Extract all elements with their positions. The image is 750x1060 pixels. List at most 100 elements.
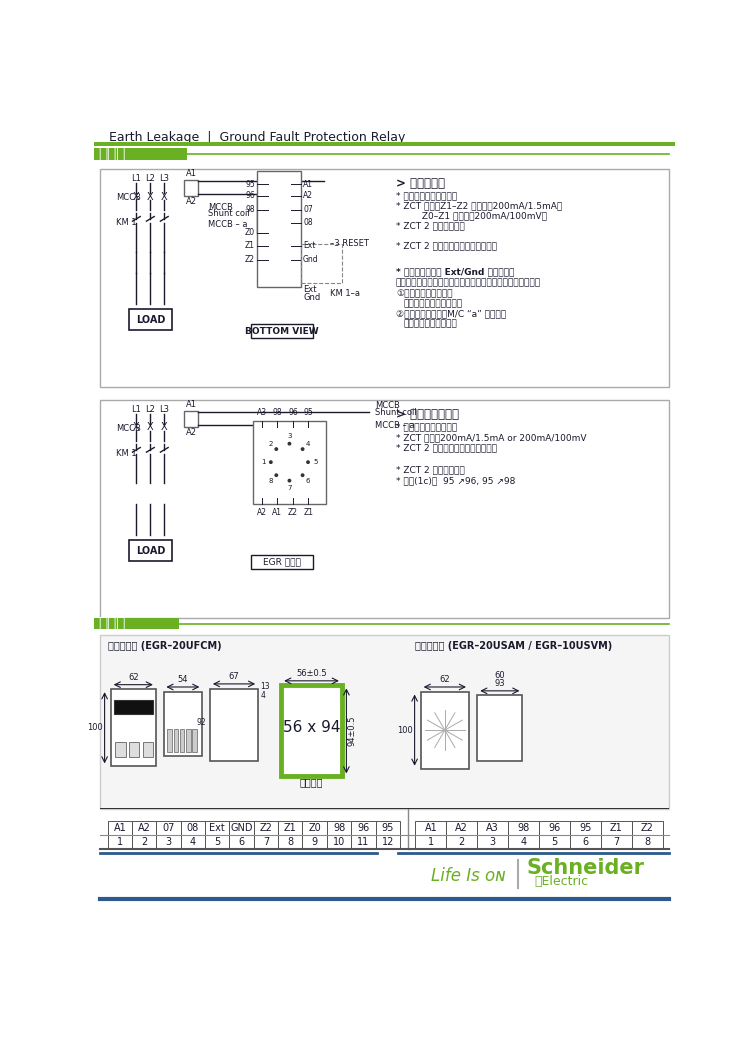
Text: 8: 8 — [268, 478, 273, 483]
Bar — [632, 822, 662, 835]
Text: 7: 7 — [613, 836, 620, 847]
Text: 60: 60 — [494, 671, 506, 681]
Bar — [539, 822, 570, 835]
Text: * ZCT 2 次側推荐使用屏蔽好的线缆: * ZCT 2 次側推荐使用屏蔽好的线缆 — [396, 242, 497, 250]
Text: MCCB: MCCB — [116, 424, 141, 434]
Text: MCCB – a: MCCB – a — [375, 421, 415, 429]
Text: X: X — [133, 423, 140, 432]
Text: 接线图: 接线图 — [98, 146, 126, 162]
Text: 7: 7 — [262, 836, 269, 847]
Text: Z2: Z2 — [640, 823, 653, 833]
Text: 5: 5 — [214, 836, 220, 847]
Bar — [173, 729, 178, 753]
Bar — [164, 691, 202, 756]
Bar — [601, 822, 632, 835]
Text: 11: 11 — [357, 836, 370, 847]
Text: Life Is ᴏɴ: Life Is ᴏɴ — [430, 867, 506, 885]
Text: Ext: Ext — [209, 823, 225, 833]
Bar — [94, 148, 187, 160]
Text: A2: A2 — [186, 197, 197, 207]
Bar — [632, 835, 662, 849]
Bar — [184, 180, 198, 196]
Text: 100: 100 — [398, 726, 413, 735]
Text: Schneider: Schneider — [526, 858, 644, 878]
Text: 4: 4 — [190, 836, 196, 847]
Text: A1: A1 — [272, 508, 283, 516]
Text: 2: 2 — [141, 836, 147, 847]
Text: A2: A2 — [138, 823, 151, 833]
Text: 8: 8 — [287, 836, 293, 847]
Text: 62: 62 — [128, 673, 139, 682]
Text: A1: A1 — [424, 823, 437, 833]
Text: KM 1: KM 1 — [116, 218, 136, 227]
Bar — [184, 411, 198, 427]
Text: * ZCT 2 次側推荐使用屏蔽好的线缆: * ZCT 2 次側推荐使用屏蔽好的线缆 — [396, 444, 497, 453]
Bar — [100, 635, 669, 809]
Text: L2: L2 — [146, 405, 155, 413]
Text: A2: A2 — [257, 508, 267, 516]
Text: MCCB: MCCB — [375, 402, 400, 410]
Bar — [302, 822, 327, 835]
Text: 3: 3 — [166, 836, 172, 847]
Text: A1: A1 — [186, 169, 197, 178]
Text: 开孔尺寸: 开孔尺寸 — [300, 778, 323, 788]
Bar — [167, 729, 172, 753]
Bar — [111, 689, 156, 766]
Text: A1: A1 — [186, 400, 197, 409]
Text: 2: 2 — [458, 836, 465, 847]
Text: KM 1–a: KM 1–a — [330, 288, 360, 298]
Bar — [256, 171, 302, 286]
Text: Z1: Z1 — [610, 823, 622, 833]
Bar — [416, 822, 446, 835]
Text: Earth Leakage  |  Ground Fault Protection Relay: Earth Leakage | Ground Fault Protection … — [110, 130, 406, 144]
Text: 13: 13 — [260, 682, 270, 690]
Text: X: X — [147, 192, 154, 201]
Text: 56±0.5: 56±0.5 — [296, 669, 327, 677]
Bar — [108, 822, 132, 835]
Text: * 嵌入式安装类型 Ext/Gnd 端子接线法: * 嵌入式安装类型 Ext/Gnd 端子接线法 — [396, 267, 514, 277]
Text: MCCB: MCCB — [116, 193, 141, 202]
Text: –3 RESET: –3 RESET — [330, 238, 369, 248]
Text: 92: 92 — [196, 718, 206, 727]
Text: 9: 9 — [311, 836, 318, 847]
Text: X: X — [161, 192, 167, 201]
Text: Z1: Z1 — [245, 242, 255, 250]
Text: L3: L3 — [159, 405, 170, 413]
Text: 继电器底座 (EGR–20USAM / EGR–10USVM): 继电器底座 (EGR–20USAM / EGR–10USVM) — [416, 641, 613, 651]
Bar — [210, 689, 258, 761]
Text: Z1: Z1 — [284, 823, 297, 833]
Text: 2: 2 — [268, 441, 273, 446]
Bar — [129, 308, 172, 331]
Text: BOTTOM VIEW: BOTTOM VIEW — [245, 326, 319, 336]
Bar — [100, 808, 669, 810]
Text: 3: 3 — [490, 836, 496, 847]
Text: 6: 6 — [306, 478, 310, 483]
Bar — [181, 835, 205, 849]
Text: 尺寸图: 尺寸图 — [98, 616, 126, 632]
Text: 1: 1 — [117, 836, 123, 847]
Text: 4: 4 — [520, 836, 526, 847]
Text: EGR 底视图: EGR 底视图 — [263, 558, 301, 567]
Text: 07: 07 — [163, 823, 175, 833]
Bar — [192, 729, 196, 753]
Text: X: X — [147, 423, 154, 432]
Text: Z0: Z0 — [244, 228, 255, 237]
Bar — [230, 835, 254, 849]
Text: Z2: Z2 — [288, 508, 298, 516]
Text: 95: 95 — [245, 180, 255, 189]
Text: L3: L3 — [159, 174, 170, 182]
Bar — [180, 729, 184, 753]
Bar — [539, 835, 570, 849]
Text: Z1: Z1 — [304, 508, 313, 516]
Bar — [570, 822, 601, 835]
Bar — [94, 142, 675, 146]
Bar — [302, 244, 342, 283]
Text: L1: L1 — [131, 174, 141, 182]
Text: 3: 3 — [287, 432, 292, 439]
Text: ②电动机负载情况：M/C “a” 触点接线: ②电动机负载情况：M/C “a” 触点接线 — [396, 308, 506, 318]
Text: KM 1: KM 1 — [116, 449, 136, 458]
Bar — [251, 324, 313, 338]
Bar — [508, 835, 539, 849]
Text: Ext: Ext — [303, 242, 315, 250]
Bar — [278, 822, 302, 835]
